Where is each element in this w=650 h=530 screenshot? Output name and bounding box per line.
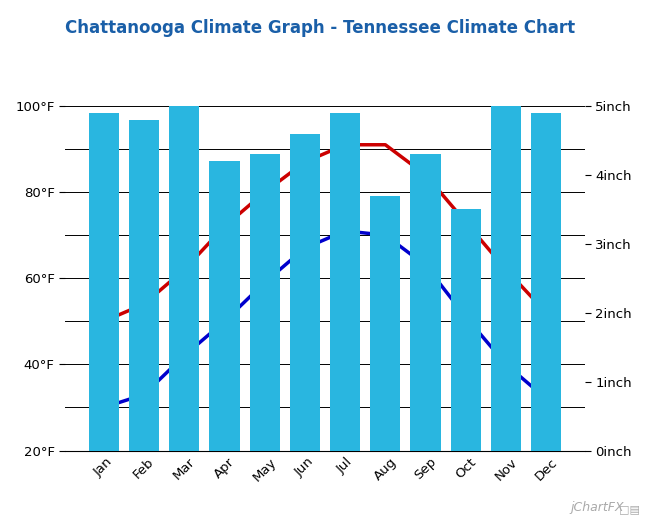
Bar [411, 154, 441, 450]
Bar [88, 113, 119, 450]
Text: □▤: □▤ [619, 504, 640, 514]
Bar [370, 196, 400, 450]
Bar [169, 106, 200, 450]
Text: Chattanooga Climate Graph - Tennessee Climate Chart: Chattanooga Climate Graph - Tennessee Cl… [65, 19, 575, 37]
Bar [531, 113, 562, 450]
Bar [330, 113, 360, 450]
Text: jChartFX: jChartFX [571, 501, 624, 514]
Bar [290, 134, 320, 450]
Bar [450, 209, 481, 450]
Bar [250, 154, 280, 450]
Bar [129, 120, 159, 450]
Bar [491, 106, 521, 450]
Bar [209, 161, 239, 450]
